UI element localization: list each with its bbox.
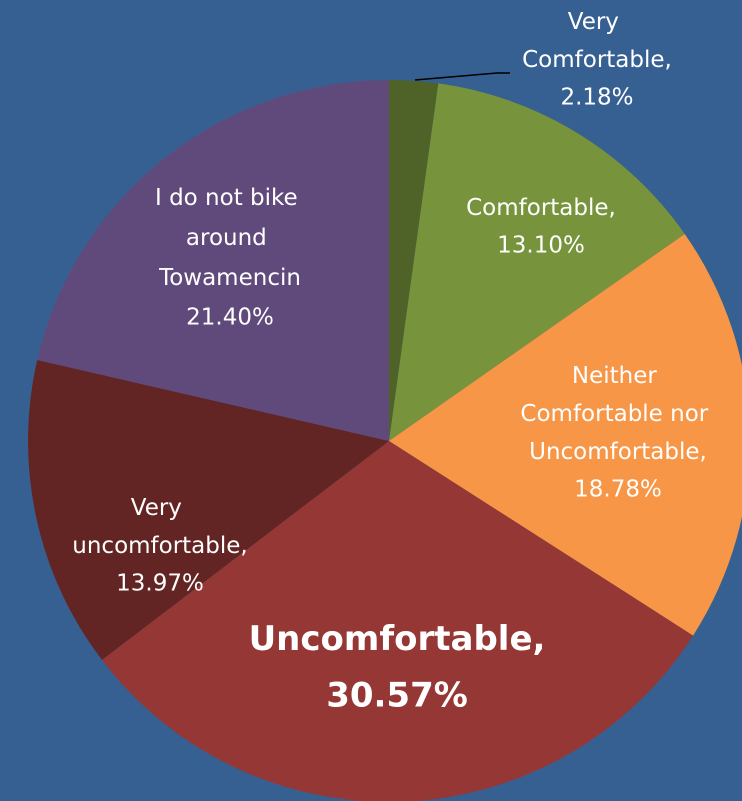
slice-label: Very Comfortable, xyxy=(522,9,672,73)
slice-value-label: 13.97% xyxy=(116,571,204,597)
label-line: Very xyxy=(131,495,189,521)
label-line: Comfortable, xyxy=(522,47,672,73)
slice-label: Uncomfortable, xyxy=(249,619,546,659)
label-line: Comfortable, xyxy=(466,195,616,221)
label-line: Neither xyxy=(572,363,664,389)
slice-label: Comfortable, xyxy=(466,195,616,221)
label-line: uncomfortable, xyxy=(72,533,247,559)
label-line: Very xyxy=(568,9,626,35)
slice-label: I do not bike around Towamencin xyxy=(155,185,305,291)
label-line: Towamencin xyxy=(158,265,301,291)
slice-value-label: 30.57% xyxy=(326,676,468,716)
label-line: Uncomfortable, xyxy=(529,439,707,465)
pie-slice xyxy=(389,233,742,636)
label-line: Uncomfortable, xyxy=(249,619,546,659)
pie-slice xyxy=(37,80,389,441)
slice-value-label: 21.40% xyxy=(186,305,274,331)
pie-slice xyxy=(101,441,694,801)
slice-label: Very uncomfortable, xyxy=(72,495,247,559)
label-line: Comfortable nor xyxy=(520,401,715,427)
pie-slice xyxy=(27,360,390,660)
pie-slice xyxy=(389,83,685,442)
slice-label: Neither Comfortable nor Uncomfortable, xyxy=(520,363,715,465)
slice-value-label: 18.78% xyxy=(574,477,662,503)
label-line: around xyxy=(186,225,274,251)
pie-slice xyxy=(389,80,439,441)
leader-line xyxy=(414,72,510,81)
slice-value-label: 13.10% xyxy=(497,233,585,259)
label-line: I do not bike xyxy=(155,185,305,211)
slice-value-label: 2.18% xyxy=(560,85,633,111)
